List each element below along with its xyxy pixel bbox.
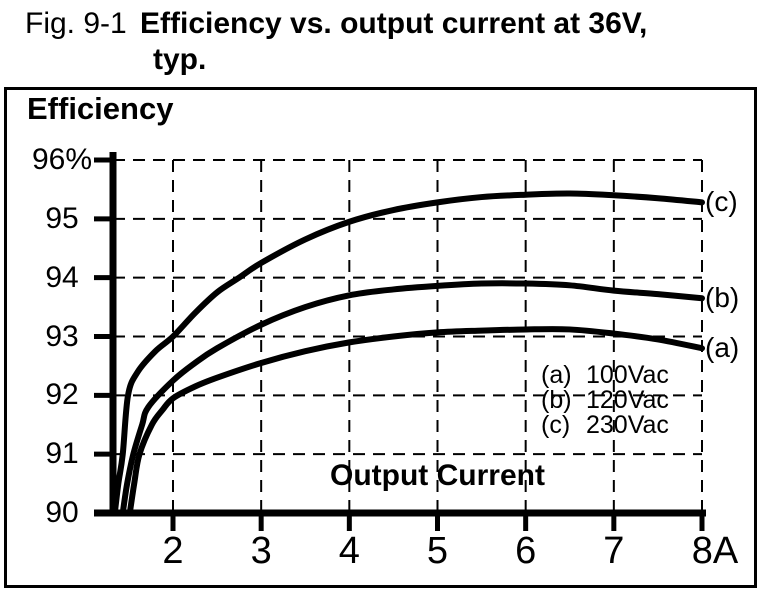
x-tick-label: 2 [162,530,184,572]
figure-number: Fig. 9-1 [25,7,127,40]
x-tick-label: 3 [250,530,272,572]
chart-frame [4,87,757,588]
figure-title-line1: Efficiency vs. output current at 36V, [140,7,648,40]
legend-label: 120Vac [586,386,669,414]
curve-b [119,280,705,516]
curve-end-label: (b) [705,282,740,314]
x-tick-label: 7 [603,530,625,572]
legend: (a) 100Vac (b) 120Vac (c) 230Vac [541,363,669,438]
figure-title-line2: typ. [153,43,207,76]
legend-item: (c) 230Vac [541,413,669,438]
legend-key: (b) [541,386,572,414]
y-tick-label: 90 [45,496,79,529]
curve-a [126,326,705,516]
x-tick-label: 8A [691,530,739,572]
y-tick-label: 93 [45,319,79,353]
y-axis-title: Efficiency [27,91,174,126]
x-tick-label: 6 [515,530,537,572]
y-tick-label: 94 [45,260,79,294]
y-tick-label: 91 [45,437,79,471]
x-axis-title: Output Current [330,459,545,492]
y-tick-label: 96% [31,143,93,176]
legend-key: (a) [541,361,572,389]
curve-c [111,190,705,516]
legend-item: (b) 120Vac [541,388,669,413]
x-tick-label: 5 [426,530,449,572]
curve-end-label: (c) [705,186,738,218]
legend-item: (a) 100Vac [541,363,669,388]
y-tick-label: 92 [45,378,79,412]
x-tick-label: 4 [338,530,360,572]
legend-label: 230Vac [586,411,669,439]
legend-key: (c) [541,411,571,439]
y-tick-label: 95 [45,201,79,235]
legend-label: 100Vac [586,361,669,389]
curve-end-label: (a) [705,332,740,364]
